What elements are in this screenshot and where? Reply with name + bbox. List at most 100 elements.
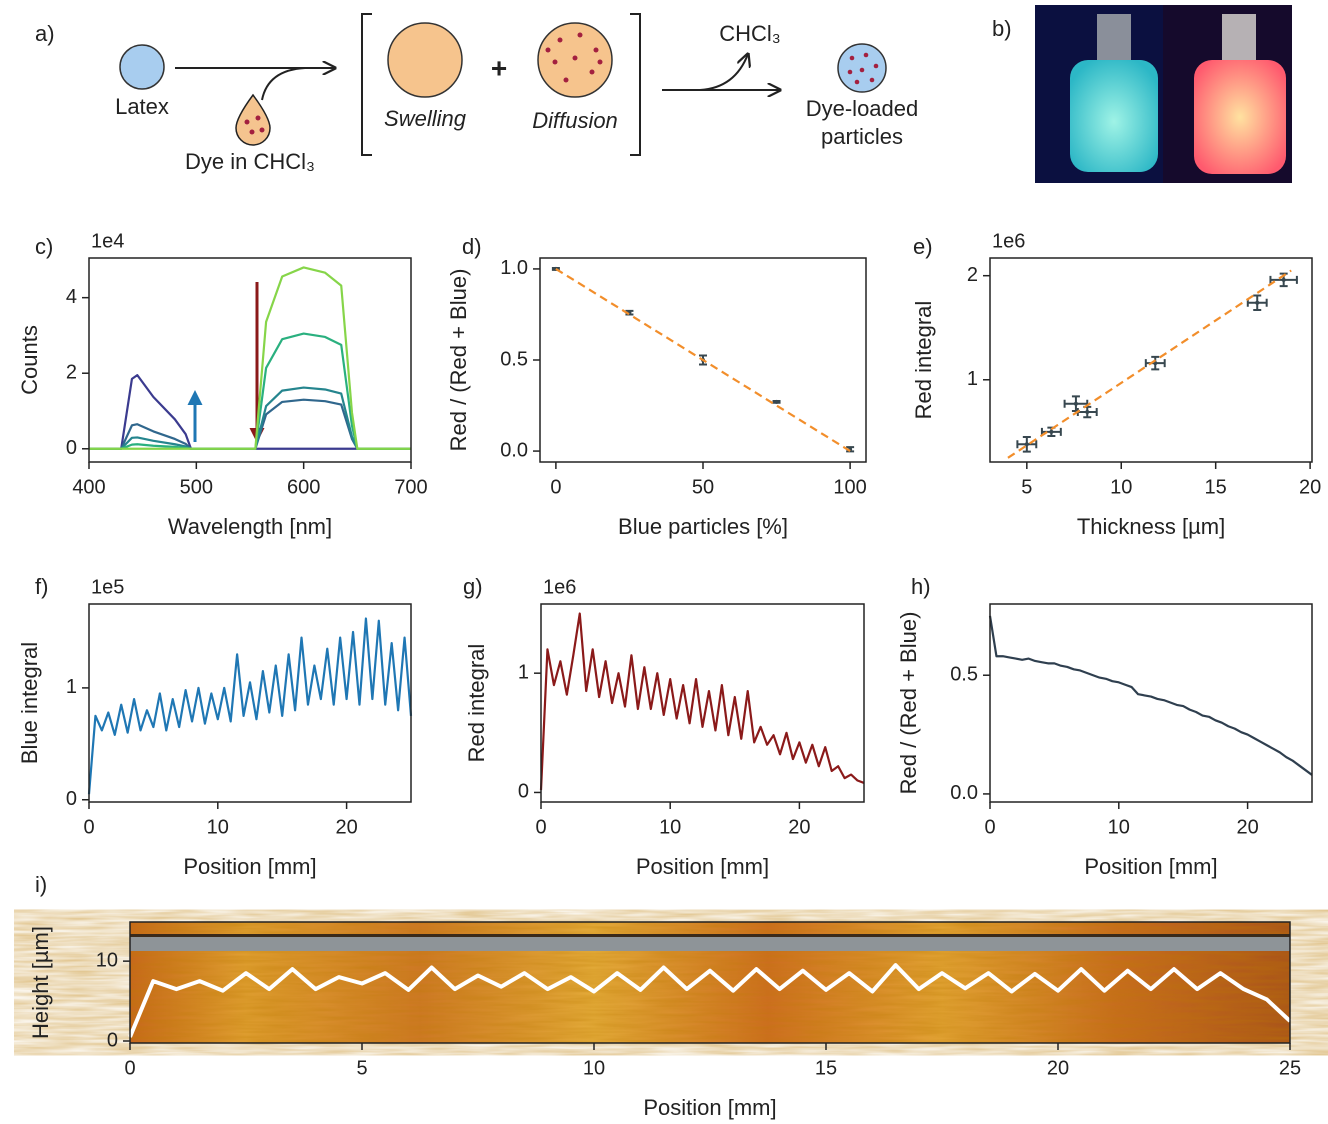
axis-offset: 1e5 — [91, 576, 124, 598]
data-point — [1255, 300, 1260, 305]
x-tick-label: 50 — [692, 476, 714, 498]
x-tick-label: 20 — [1236, 816, 1258, 838]
panel-label: g) — [463, 574, 483, 599]
axes-frame — [539, 257, 867, 463]
micrograph — [130, 922, 1290, 1043]
x-tick-label: 0 — [83, 816, 94, 838]
data-line — [988, 615, 1313, 776]
x-tick-label: 0 — [550, 476, 561, 498]
panel-label: d) — [462, 234, 482, 259]
bottle-cap — [1222, 14, 1256, 60]
bottle-cyan — [1070, 60, 1158, 172]
x-axis-label: Position [mm] — [1084, 854, 1217, 879]
data-line — [555, 267, 851, 453]
y-tick-label: 2 — [967, 264, 978, 286]
x-tick-label: 15 — [1205, 476, 1227, 498]
data-point — [1073, 401, 1078, 406]
x-tick-label: 20 — [788, 816, 810, 838]
y-tick-label: 0.5 — [950, 664, 978, 686]
x-tick-label: 10 — [1108, 816, 1130, 838]
x-tick-label: 10 — [659, 816, 681, 838]
x-tick-label: 20 — [1299, 476, 1321, 498]
y-tick-label: 0 — [66, 788, 77, 810]
x-axis-label: Position [mm] — [183, 854, 316, 879]
x-tick-label: 100 — [833, 476, 866, 498]
data-line — [87, 617, 413, 795]
data-point — [774, 399, 779, 404]
y-tick-label: 10 — [96, 949, 118, 971]
x-axis-label: Thickness [µm] — [1077, 514, 1225, 539]
axis-offset: 1e4 — [91, 230, 124, 252]
y-tick-label: 0 — [66, 437, 77, 459]
panel-label: f) — [35, 574, 48, 599]
x-tick-label: 0 — [984, 816, 995, 838]
panel-label: h) — [911, 574, 931, 599]
data-line — [539, 612, 865, 791]
y-tick-label: 0.5 — [500, 348, 528, 370]
panel-label: a) — [35, 21, 55, 46]
diffusion-label: Diffusion — [532, 108, 618, 133]
x-tick-label: 25 — [1279, 1057, 1301, 1079]
data-line — [128, 963, 1292, 1038]
axes-frame — [88, 603, 412, 803]
x-axis-label: Position [mm] — [636, 854, 769, 879]
x-axis-label: Position [mm] — [643, 1095, 776, 1120]
axes-frame — [540, 603, 865, 803]
schematic: a) Latex Dye in CHCl₃ Swelling + Diffusi… — [35, 13, 919, 174]
axes-frame — [129, 921, 1291, 1044]
x-tick-label: 10 — [583, 1057, 605, 1079]
photo: b) — [992, 5, 1292, 183]
data-line — [89, 398, 411, 450]
x-axis-label: Blue particles [%] — [618, 514, 788, 539]
y-tick-label: 0.0 — [500, 439, 528, 461]
product-label: Dye-loaded — [806, 96, 919, 121]
y-tick-label: 4 — [66, 286, 77, 308]
y-tick-label: 2 — [66, 362, 77, 384]
axis-offset: 1e6 — [992, 230, 1025, 252]
axes-frame — [88, 257, 412, 463]
y-axis-label: Red / (Red + Blue) — [896, 612, 921, 795]
axes-frame — [989, 257, 1313, 463]
y-tick-label: 1 — [967, 368, 978, 390]
y-axis-label: Red / (Red + Blue) — [446, 269, 471, 452]
axis-offset: 1e6 — [543, 576, 576, 598]
latex-label: Latex — [115, 94, 169, 119]
x-tick-label: 10 — [1110, 476, 1132, 498]
y-tick-label: 1 — [518, 661, 529, 683]
bracket — [630, 13, 641, 156]
x-tick-label: 10 — [207, 816, 229, 838]
x-tick-label: 500 — [180, 476, 213, 498]
arrow-join — [261, 67, 306, 101]
bottle-cap — [1097, 14, 1131, 60]
swelling-label: Swelling — [384, 106, 467, 131]
swelling-particle — [387, 22, 463, 98]
data-line — [89, 386, 411, 450]
data-line — [89, 332, 411, 450]
panel-label: i) — [35, 872, 47, 897]
y-tick-label: 1 — [66, 676, 77, 698]
y-tick-label: 0.0 — [950, 782, 978, 804]
dye-label: Dye in CHCl₃ — [185, 149, 315, 174]
x-axis-label: Wavelength [nm] — [168, 514, 332, 539]
panel-label: c) — [35, 234, 53, 259]
dye-dots — [545, 32, 603, 83]
arrow — [699, 54, 748, 91]
substrate-band — [130, 937, 1290, 951]
product-label: particles — [821, 124, 903, 149]
plus: + — [491, 52, 507, 83]
y-axis-label: Red integral — [464, 644, 489, 763]
axes-frame — [989, 603, 1313, 803]
y-tick-label: 0 — [107, 1029, 118, 1051]
x-tick-label: 20 — [1047, 1057, 1069, 1079]
bottle-red — [1194, 60, 1286, 174]
x-tick-label: 400 — [72, 476, 105, 498]
x-tick-label: 20 — [335, 816, 357, 838]
x-tick-label: 5 — [1021, 476, 1032, 498]
x-tick-label: 0 — [535, 816, 546, 838]
panel-label: e) — [913, 234, 933, 259]
latex-particle — [119, 44, 165, 90]
data-line — [89, 266, 411, 450]
panel-label: b) — [992, 16, 1012, 41]
data-point — [1024, 442, 1029, 447]
